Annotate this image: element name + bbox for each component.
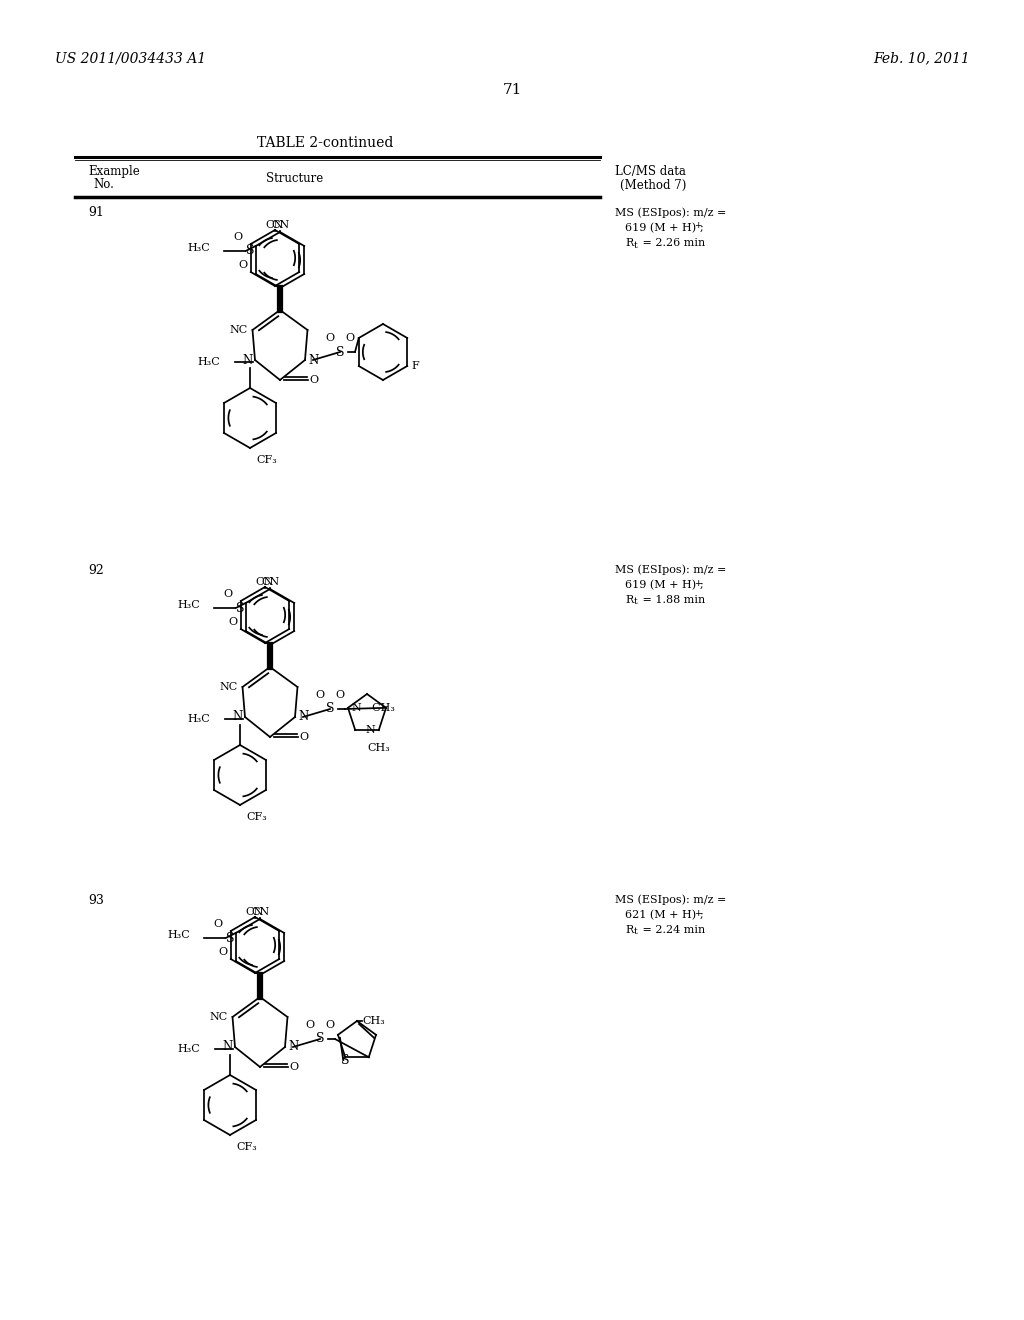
Text: O: O bbox=[345, 333, 354, 343]
Text: Feb. 10, 2011: Feb. 10, 2011 bbox=[873, 51, 970, 65]
Text: O: O bbox=[223, 589, 232, 599]
Text: +: + bbox=[694, 222, 701, 231]
Text: No.: No. bbox=[93, 178, 114, 191]
Text: NC: NC bbox=[209, 1012, 227, 1022]
Text: N: N bbox=[365, 725, 375, 735]
Text: O: O bbox=[233, 232, 243, 242]
Text: CF₃: CF₃ bbox=[246, 812, 266, 822]
Text: O: O bbox=[309, 375, 318, 385]
Text: 619 (M + H): 619 (M + H) bbox=[625, 223, 696, 234]
Text: +: + bbox=[694, 908, 701, 917]
Text: 71: 71 bbox=[503, 83, 521, 96]
Text: N: N bbox=[232, 710, 243, 723]
Text: +: + bbox=[694, 578, 701, 587]
Text: H₃C: H₃C bbox=[187, 243, 210, 253]
Text: H₃C: H₃C bbox=[198, 356, 220, 367]
Text: LC/MS data: LC/MS data bbox=[615, 165, 686, 178]
Text: H₃C: H₃C bbox=[167, 931, 189, 940]
Text: MS (ESIpos): m/z =: MS (ESIpos): m/z = bbox=[615, 207, 726, 218]
Text: t: t bbox=[634, 598, 638, 606]
Text: N: N bbox=[351, 702, 360, 713]
Text: CN: CN bbox=[246, 907, 264, 917]
Text: NC: NC bbox=[229, 325, 248, 335]
Text: MS (ESIpos): m/z =: MS (ESIpos): m/z = bbox=[615, 895, 726, 906]
Text: R: R bbox=[625, 238, 633, 248]
Text: N: N bbox=[288, 1040, 298, 1053]
Text: N: N bbox=[308, 354, 318, 367]
Text: N: N bbox=[243, 354, 253, 367]
Text: O: O bbox=[326, 1020, 335, 1030]
Text: H₃C: H₃C bbox=[177, 601, 200, 610]
Text: = 2.24 min: = 2.24 min bbox=[639, 925, 706, 935]
Text: ;: ; bbox=[700, 909, 703, 920]
Text: (Method 7): (Method 7) bbox=[620, 178, 686, 191]
Text: t: t bbox=[634, 928, 638, 936]
Text: = 1.88 min: = 1.88 min bbox=[639, 595, 706, 605]
Text: S: S bbox=[225, 932, 234, 945]
Text: US 2011/0034433 A1: US 2011/0034433 A1 bbox=[55, 51, 206, 65]
Text: S: S bbox=[341, 1053, 349, 1067]
Text: O: O bbox=[289, 1063, 298, 1072]
Text: S: S bbox=[336, 346, 344, 359]
Text: CN: CN bbox=[256, 577, 274, 587]
Text: CH₃: CH₃ bbox=[368, 743, 390, 754]
Text: N: N bbox=[298, 710, 308, 723]
Text: O: O bbox=[239, 260, 248, 271]
Text: S: S bbox=[315, 1032, 325, 1045]
Text: O: O bbox=[305, 1020, 314, 1030]
Text: S: S bbox=[326, 702, 334, 715]
Text: CF₃: CF₃ bbox=[236, 1142, 257, 1152]
Text: —CH₃: —CH₃ bbox=[361, 702, 396, 713]
Text: O: O bbox=[299, 733, 308, 742]
Text: ;: ; bbox=[700, 223, 703, 234]
Text: R: R bbox=[625, 925, 633, 935]
Text: NC: NC bbox=[219, 682, 238, 692]
Text: O: O bbox=[315, 690, 325, 700]
Text: 619 (M + H): 619 (M + H) bbox=[625, 579, 696, 590]
Text: N: N bbox=[223, 1040, 233, 1053]
Text: CN: CN bbox=[261, 577, 280, 587]
Text: S: S bbox=[236, 602, 245, 615]
Text: R: R bbox=[625, 595, 633, 605]
Text: O: O bbox=[228, 616, 238, 627]
Text: S: S bbox=[246, 244, 254, 257]
Text: CH₃: CH₃ bbox=[362, 1016, 385, 1026]
Text: t: t bbox=[634, 240, 638, 249]
Text: TABLE 2-continued: TABLE 2-continued bbox=[257, 136, 393, 150]
Text: O: O bbox=[336, 690, 344, 700]
Text: CN: CN bbox=[266, 220, 284, 230]
Text: H₃C: H₃C bbox=[187, 714, 210, 723]
Text: 621 (M + H): 621 (M + H) bbox=[625, 909, 696, 920]
Text: O: O bbox=[213, 919, 222, 929]
Text: H₃C: H₃C bbox=[177, 1044, 200, 1053]
Text: CF₃: CF₃ bbox=[256, 455, 276, 465]
Text: O: O bbox=[218, 946, 227, 957]
Text: ;: ; bbox=[700, 579, 703, 590]
Text: 92: 92 bbox=[88, 564, 103, 577]
Text: CN: CN bbox=[251, 907, 269, 917]
Text: Example: Example bbox=[88, 165, 139, 178]
Text: = 2.26 min: = 2.26 min bbox=[639, 238, 706, 248]
Text: 93: 93 bbox=[88, 894, 103, 907]
Text: MS (ESIpos): m/z =: MS (ESIpos): m/z = bbox=[615, 565, 726, 576]
Text: O: O bbox=[326, 333, 335, 343]
Text: 91: 91 bbox=[88, 206, 103, 219]
Text: F: F bbox=[412, 360, 419, 371]
Text: Structure: Structure bbox=[266, 172, 324, 185]
Text: CN: CN bbox=[271, 220, 289, 230]
